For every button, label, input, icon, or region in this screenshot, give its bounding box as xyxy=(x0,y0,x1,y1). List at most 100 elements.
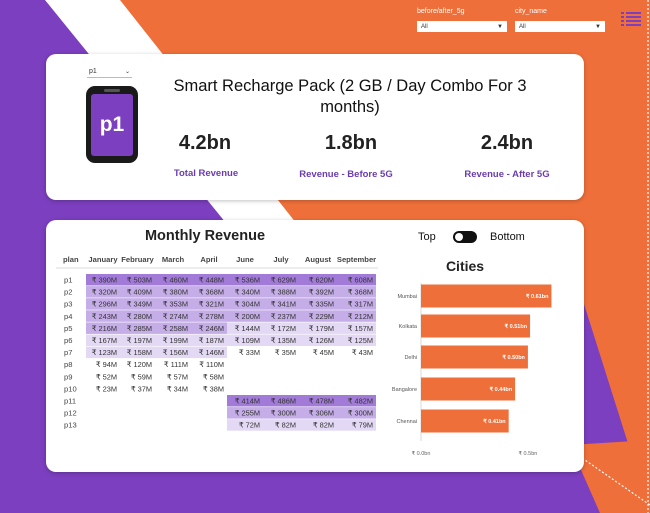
matrix-cell-value: ₹ 212M xyxy=(348,312,373,321)
bg-dotted-line xyxy=(555,439,650,506)
menu-list-icon[interactable] xyxy=(621,11,641,26)
matrix-cell-value: ₹ 243M xyxy=(92,312,117,321)
matrix-cell-value: ₹ 158M xyxy=(127,348,152,357)
monthly-revenue-title: Monthly Revenue xyxy=(144,228,266,244)
matrix-column-header: September xyxy=(337,255,376,264)
matrix-cell xyxy=(263,310,299,322)
matrix-row-plan: p6 xyxy=(64,336,72,345)
matrix-cell-value: ₹ 57M xyxy=(167,372,188,381)
city-category-label: Mumbai xyxy=(397,294,417,300)
before-after-dropdown[interactable]: All ▼ xyxy=(417,21,507,32)
matrix-cell xyxy=(86,286,120,298)
bg-orange-corner xyxy=(570,440,650,513)
matrix-cell xyxy=(263,407,299,419)
matrix-cell xyxy=(155,346,191,359)
phone-icon: p1 xyxy=(86,86,138,163)
matrix-cell-value: ₹ 285M xyxy=(127,324,152,333)
matrix-cell-value: ₹ 478M xyxy=(309,397,334,406)
matrix-row-plan: p11 xyxy=(64,397,76,406)
matrix-cell-value: ₹ 536M xyxy=(235,276,260,285)
matrix-cell xyxy=(191,334,227,346)
matrix-cell xyxy=(263,395,299,407)
matrix-cell xyxy=(191,322,227,334)
matrix-row-plan: p8 xyxy=(64,360,72,369)
matrix-cell xyxy=(263,334,299,346)
matrix-cell xyxy=(120,334,155,346)
matrix-cell-value: ₹ 392M xyxy=(309,288,334,297)
city-name-slicer[interactable]: city_name All ▼ xyxy=(515,8,605,32)
matrix-cell xyxy=(337,322,376,334)
city-bar[interactable] xyxy=(421,377,516,401)
matrix-cell-value: ₹ 448M xyxy=(199,276,224,285)
city-name-value: All xyxy=(519,23,526,30)
matrix-cell xyxy=(337,419,376,431)
matrix-row-plan: p7 xyxy=(64,348,72,357)
matrix-cell xyxy=(337,298,376,310)
city-bar-data-label: ₹ 0.61bn xyxy=(526,293,549,300)
before-after-slicer[interactable]: before/after_5g All ▼ xyxy=(417,8,507,32)
matrix-cell xyxy=(120,274,155,286)
matrix-cell xyxy=(299,407,337,419)
matrix-cell-value: ₹ 216M xyxy=(92,324,117,333)
matrix-cell xyxy=(191,298,227,310)
matrix-cell-value: ₹ 82M xyxy=(275,421,296,430)
matrix-row-plan: p13 xyxy=(64,421,77,430)
matrix-cell-value: ₹ 482M xyxy=(348,397,373,406)
matrix-cell xyxy=(120,346,155,359)
matrix-cell xyxy=(227,286,263,298)
matrix-cell-value: ₹ 414M xyxy=(235,397,260,406)
before-after-slicer-label: before/after_5g xyxy=(417,8,465,15)
matrix-cell-value: ₹ 340M xyxy=(235,288,260,297)
matrix-cell-value: ₹ 197M xyxy=(127,336,152,345)
matrix-cell xyxy=(337,334,376,346)
matrix-cell-value: ₹ 45M xyxy=(313,348,334,357)
plan-slicer-value: p1 xyxy=(89,68,97,75)
matrix-cell xyxy=(155,310,191,322)
matrix-column-header: February xyxy=(121,255,154,264)
matrix-cell xyxy=(263,298,299,310)
matrix-cell xyxy=(227,310,263,322)
matrix-cell-value: ₹ 33M xyxy=(239,348,260,357)
matrix-cell-value: ₹ 187M xyxy=(199,336,224,345)
phone-plan-label: p1 xyxy=(99,113,125,136)
matrix-cell-value: ₹ 94M xyxy=(96,360,117,369)
city-bar[interactable] xyxy=(421,284,552,308)
city-name-slicer-label: city_name xyxy=(515,8,547,15)
matrix-cell xyxy=(120,322,155,334)
matrix-column-header: August xyxy=(305,255,332,264)
x-tick-label: ₹ 0.0bn xyxy=(412,450,431,457)
city-bar[interactable] xyxy=(421,314,531,338)
plan-slicer[interactable]: p1 ⌄ xyxy=(87,66,132,78)
chevron-down-icon: ⌄ xyxy=(124,69,130,75)
matrix-cell-value: ₹ 79M xyxy=(352,421,373,430)
matrix-cell-value: ₹ 258M xyxy=(163,324,188,333)
matrix-cell-value: ₹ 172M xyxy=(271,324,296,333)
matrix-cell-value: ₹ 58M xyxy=(203,372,224,381)
matrix-cell xyxy=(299,274,337,286)
top-bottom-toggle[interactable] xyxy=(453,231,477,243)
matrix-cell-value: ₹ 368M xyxy=(199,288,224,297)
matrix-cell-value: ₹ 255M xyxy=(235,409,260,418)
matrix-row-plan: p2 xyxy=(64,288,72,297)
matrix-cell xyxy=(337,274,376,286)
city-bar[interactable] xyxy=(421,345,528,369)
matrix-cell-value: ₹ 503M xyxy=(127,276,152,285)
kpi-before-5g-label: Revenue - Before 5G xyxy=(299,169,393,180)
matrix-cell-value: ₹ 278M xyxy=(199,312,224,321)
matrix-cell xyxy=(227,298,263,310)
matrix-cell xyxy=(227,334,263,346)
matrix-cell-value: ₹ 388M xyxy=(271,288,296,297)
matrix-cell xyxy=(155,274,191,286)
matrix-cell xyxy=(227,274,263,286)
matrix-cell-value: ₹ 368M xyxy=(348,288,373,297)
matrix-cell xyxy=(263,419,299,431)
matrix-cell xyxy=(155,298,191,310)
city-category-label: Bangalore xyxy=(392,387,417,393)
matrix-cell-value: ₹ 123M xyxy=(92,348,117,357)
matrix-cell-value: ₹ 460M xyxy=(163,276,188,285)
matrix-cell-value: ₹ 52M xyxy=(96,372,117,381)
matrix-column-header: March xyxy=(162,255,185,264)
matrix-cell-value: ₹ 317M xyxy=(348,300,373,309)
city-bar[interactable] xyxy=(421,409,509,433)
city-name-dropdown[interactable]: All ▼ xyxy=(515,21,605,32)
